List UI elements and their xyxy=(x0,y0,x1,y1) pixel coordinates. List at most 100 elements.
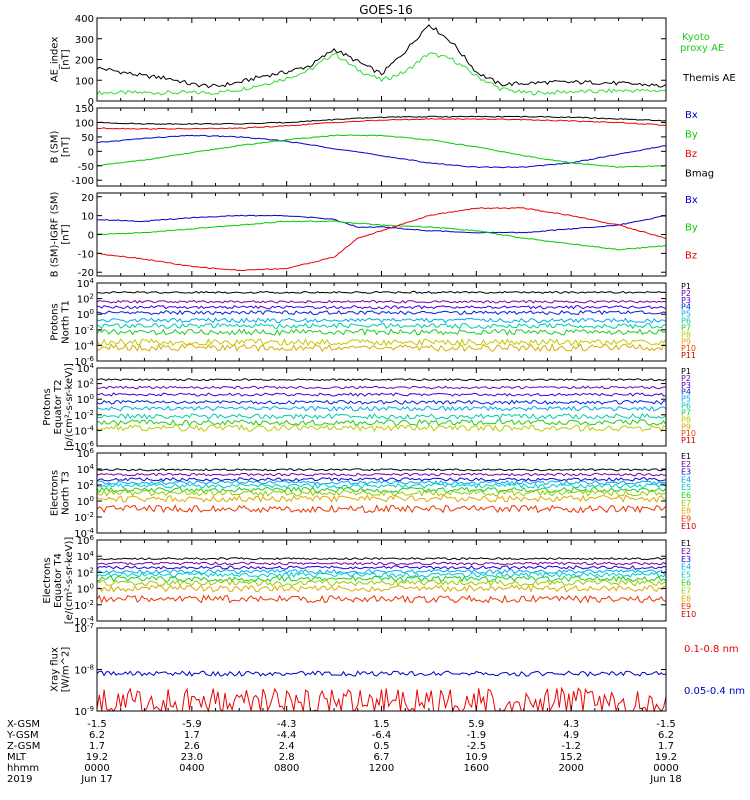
series-e_equator-e9 xyxy=(96,594,667,604)
y-tick-label: 104 xyxy=(77,463,95,476)
y-axis-label: Protons xyxy=(42,388,53,425)
y-tick-label: 10-9 xyxy=(74,705,94,718)
legend-entry: P6 xyxy=(681,402,691,411)
legend-entry: Bx xyxy=(685,195,698,206)
legend-entry: By xyxy=(685,130,698,141)
ephemeris-value: 10.9 xyxy=(465,752,487,763)
series-p_north-p1 xyxy=(97,290,667,294)
y-tick-label: -100 xyxy=(71,176,94,187)
series-e_north-e4 xyxy=(97,479,667,486)
legend-entry: E3 xyxy=(681,555,691,564)
ephemeris-row-label: Y-GSM xyxy=(6,730,39,741)
legend-entry: P10 xyxy=(681,344,696,353)
legend-bsm: Bx By Bz Bmag xyxy=(685,110,714,180)
y-axis-label: [nT] xyxy=(61,137,72,157)
series-e_north-e1 xyxy=(96,468,667,472)
y-tick-label: 102 xyxy=(77,479,94,492)
y-tick-label: 10-6 xyxy=(74,355,94,368)
ephemeris-value: 2.4 xyxy=(279,741,295,752)
ephemeris-row-label: MLT xyxy=(7,752,27,763)
panel-frame xyxy=(96,627,667,712)
legend-entry: E2 xyxy=(681,547,691,556)
legend-entry: P7 xyxy=(681,323,691,332)
ephemeris-value: 15.2 xyxy=(560,752,582,763)
ephemeris-value: -4.3 xyxy=(277,719,297,730)
y-tick-label: 104 xyxy=(77,362,95,375)
legend-entry: P6 xyxy=(681,317,691,326)
y-tick-label: 102 xyxy=(77,378,94,391)
legend-entry: P10 xyxy=(681,429,696,438)
legend-entry: Themis AE xyxy=(682,73,736,84)
y-axis-label: Electrons xyxy=(42,557,53,603)
legend-entry: P3 xyxy=(681,296,691,305)
ephemeris-value: Jun 18 xyxy=(649,774,682,785)
ephemeris-value: 19.2 xyxy=(655,752,677,763)
legend-entry: P5 xyxy=(681,395,691,404)
ephemeris-value: -5.9 xyxy=(182,719,202,730)
y-tick-label: 104 xyxy=(77,550,95,563)
legend-entry: P2 xyxy=(681,374,691,383)
ephemeris-value: 1.7 xyxy=(89,741,105,752)
legend-xray: 0.1-0.8 nm 0.05-0.4 nm xyxy=(684,644,745,697)
legend-entry: E6 xyxy=(681,491,691,500)
legend-entry: E3 xyxy=(681,468,691,477)
legend-entry: Kyoto xyxy=(682,32,710,43)
ephemeris-value: 6.2 xyxy=(89,730,105,741)
y-tick-label: -50 xyxy=(78,162,94,173)
y-axis-label: [W/m^2] xyxy=(61,647,72,693)
panel-p_north: 104 102 100 10-2 10-4 10-6 Protons North T1 P1P2… xyxy=(50,277,697,368)
y-axis-label: North T3 xyxy=(61,471,72,515)
y-tick-label: 50 xyxy=(81,133,94,144)
legend-entry: P9 xyxy=(681,337,691,346)
legend-entry: Bz xyxy=(685,149,697,160)
legend-entry: E4 xyxy=(681,475,691,484)
legend-entry: Bx xyxy=(685,110,698,121)
series-e_north-e2 xyxy=(96,472,667,477)
series-e_equator-e3 xyxy=(96,565,667,570)
ephemeris-table: X-GSM -1.5 -5.9 -4.3 1.5 5.9 4.3 -1.5Y-GSM 6.2 1.… xyxy=(6,719,682,785)
ephemeris-value: 1.7 xyxy=(658,741,674,752)
ephemeris-value: 0800 xyxy=(274,763,299,774)
y-axis-label: [nT] xyxy=(61,49,72,69)
legend-entry: E9 xyxy=(681,602,691,611)
legend-entry: E7 xyxy=(681,586,691,595)
series-e_north-e3 xyxy=(96,477,667,482)
y-tick-label: 100 xyxy=(77,393,94,406)
y-tick-label: 10-4 xyxy=(74,424,94,437)
series-p_north-p3 xyxy=(96,305,667,310)
y-tick-label: 100 xyxy=(77,583,94,596)
series-e_equator-e4 xyxy=(96,569,667,575)
y-axis-label: [p/(cm²-s-sr-keV)] xyxy=(64,363,75,451)
y-tick-label: 150 xyxy=(75,104,94,115)
legend-entry: By xyxy=(685,223,698,234)
series-e_north-e8 xyxy=(96,494,667,503)
series-p_equator-p7 xyxy=(97,418,667,427)
ephemeris-value: 6.7 xyxy=(374,752,390,763)
y-tick-label: 20 xyxy=(81,193,94,204)
series-p_north-p9 xyxy=(96,343,667,353)
series-p_equator-p3 xyxy=(97,392,666,397)
series-xray-0-05-0-4-nm xyxy=(96,670,667,678)
ephemeris-value: 6.2 xyxy=(658,730,674,741)
series-p_north-p2 xyxy=(96,299,667,304)
y-tick-label: 10 xyxy=(81,212,94,223)
y-tick-label: 106 xyxy=(77,534,95,547)
ephemeris-value: -2.5 xyxy=(467,741,487,752)
y-axis-label: [e/(cm²-s-sr-keV)] xyxy=(64,537,75,625)
ephemeris-value: 5.9 xyxy=(468,719,484,730)
legend-entry: proxy AE xyxy=(680,43,724,54)
series-p_equator-p4 xyxy=(96,399,667,405)
series-p_equator-p2 xyxy=(97,385,666,390)
y-tick-label: 10-4 xyxy=(74,527,94,540)
series-p_north-p4 xyxy=(96,309,667,316)
legend-entry: E1 xyxy=(681,539,691,548)
y-tick-label: 10-2 xyxy=(74,409,94,422)
y-tick-label: 10-2 xyxy=(74,599,94,612)
panel-bigrf: 20 10 0 -10 -20 B (SM)-IGRF (SM) [nT] Bx By Bz xyxy=(50,192,698,280)
y-axis-label: Electrons xyxy=(50,470,61,516)
series-bsm-bmag xyxy=(96,115,667,125)
y-axis-label: B (SM)-IGRF (SM) xyxy=(50,192,61,278)
